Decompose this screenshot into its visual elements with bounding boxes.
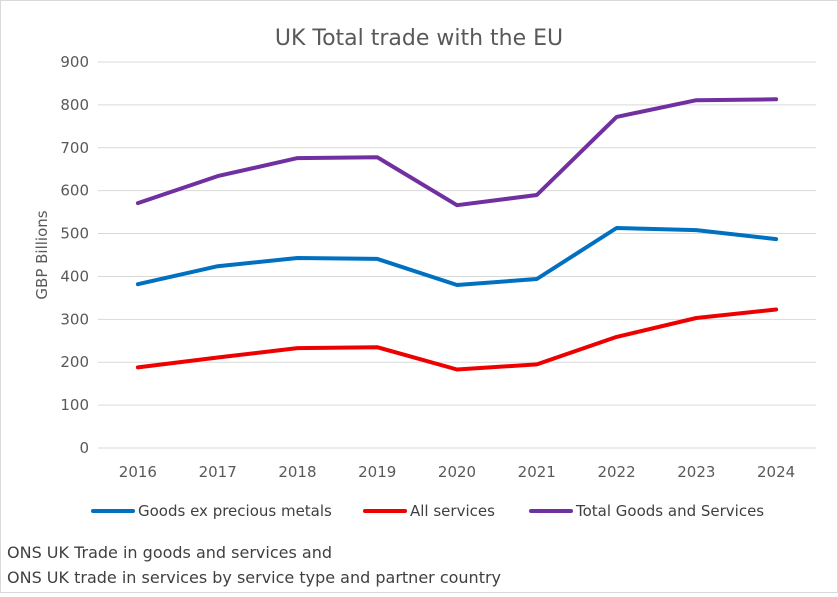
data-point [375,257,379,261]
legend: Goods ex precious metals All services Tota… [91,502,764,520]
data-point [694,98,698,102]
legend-label: All services [410,502,495,520]
legend-item-1: Goods ex precious metals [91,502,332,520]
data-point [694,228,698,232]
y-tick-label: 600 [60,182,89,200]
legend-item-3: Total Goods and Services [529,502,764,520]
y-tick-label: 300 [60,310,89,328]
x-tick-label: 2016 [119,463,157,481]
x-tick-label: 2019 [358,463,396,481]
y-tick-label: 100 [60,396,89,414]
data-point [216,174,220,178]
series-line-2 [135,307,779,372]
y-tick-label: 700 [60,139,89,157]
data-point [136,282,140,286]
data-point [774,307,778,311]
chart-title: UK Total trade with the EU [275,26,563,51]
data-point [295,256,299,260]
x-tick-label: 2018 [278,463,316,481]
y-axis-ticks: 0 100 200 300 400 500 600 700 800 900 [60,53,89,457]
x-tick-label: 2020 [438,463,476,481]
legend-item-2: All services [363,502,495,520]
data-point [774,97,778,101]
data-point [295,346,299,350]
data-point [216,264,220,268]
data-point [455,203,459,207]
source-note: ONS UK Trade in goods and services and O… [7,543,501,587]
y-tick-label: 500 [60,225,89,243]
data-point [774,237,778,241]
y-axis-label: GBP Billions [33,210,51,299]
y-tick-label: 200 [60,353,89,371]
data-point [615,226,619,230]
x-tick-label: 2017 [199,463,237,481]
data-point [694,316,698,320]
series-line-3 [135,97,779,208]
source-line-2: ONS UK trade in services by service type… [7,568,501,587]
data-point [615,115,619,119]
x-tick-label: 2023 [677,463,715,481]
source-line-1: ONS UK Trade in goods and services and [7,543,332,562]
data-point [455,368,459,372]
x-axis-ticks: 2016 2017 2018 2019 2020 2021 2022 2023 2024 [119,463,795,481]
y-tick-label: 0 [79,439,89,457]
x-tick-label: 2024 [757,463,795,481]
data-point [295,156,299,160]
data-point [455,283,459,287]
y-tick-label: 400 [60,267,89,285]
data-point [535,193,539,197]
y-tick-label: 800 [60,96,89,114]
data-point [375,345,379,349]
legend-label: Goods ex precious metals [138,502,332,520]
data-point [535,362,539,366]
x-tick-label: 2021 [518,463,556,481]
x-tick-label: 2022 [597,463,635,481]
data-point [615,335,619,339]
data-point [375,155,379,159]
data-point [535,277,539,281]
data-series [135,97,779,372]
legend-label: Total Goods and Services [575,502,764,520]
data-point [216,356,220,360]
y-tick-label: 900 [60,53,89,71]
data-point [136,365,140,369]
data-point [136,201,140,205]
gridlines [98,61,816,449]
